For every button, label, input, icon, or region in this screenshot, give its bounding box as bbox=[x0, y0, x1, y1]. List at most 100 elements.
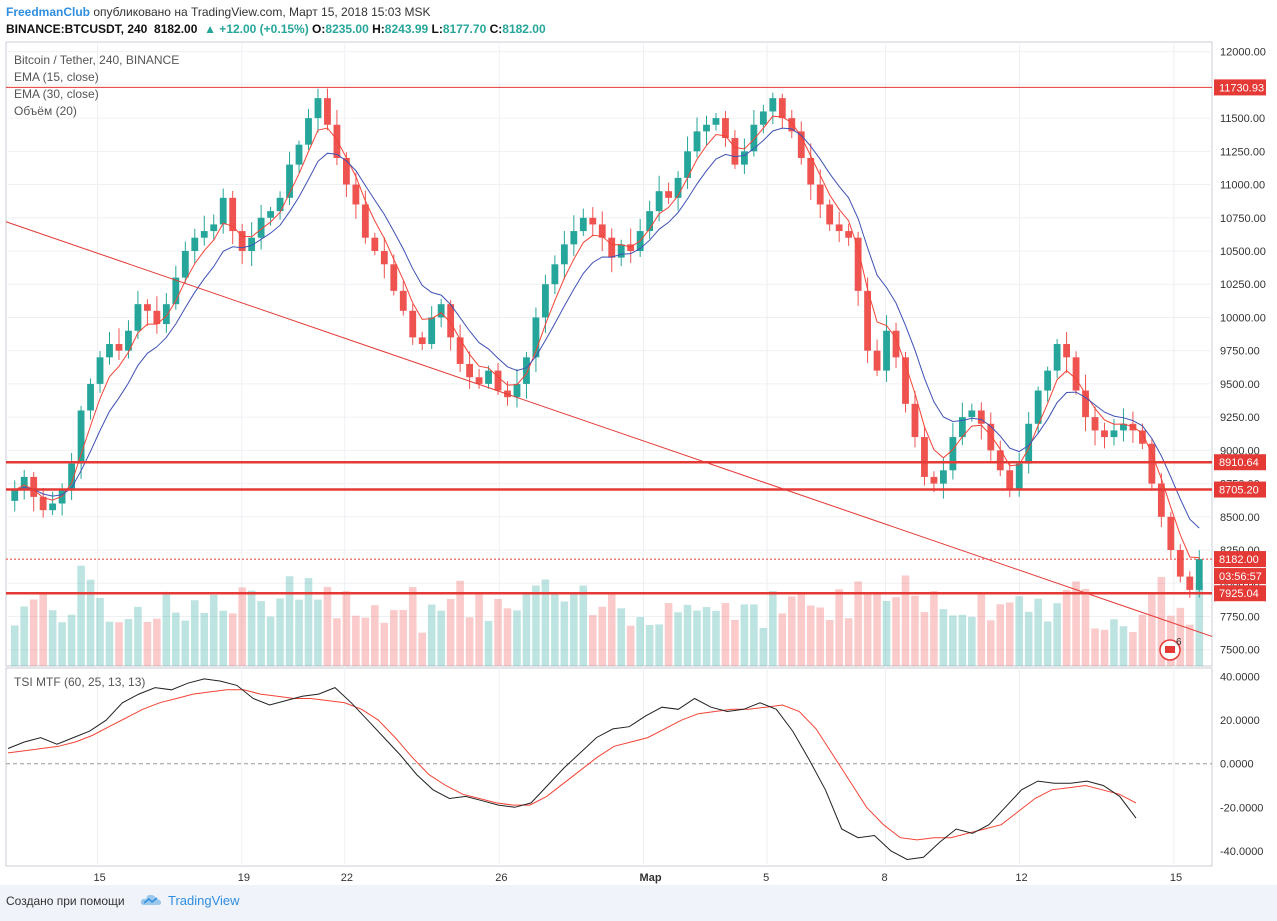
candle-body bbox=[96, 357, 104, 384]
candle-body bbox=[968, 410, 976, 418]
volume-bar bbox=[48, 610, 57, 666]
volume-bar bbox=[494, 598, 502, 666]
volume-bar bbox=[702, 607, 711, 666]
tsi-tick-label: 40.0000 bbox=[1220, 672, 1260, 684]
volume-bar bbox=[1015, 596, 1024, 666]
volume-bar bbox=[1129, 632, 1137, 666]
tsi-tick-label: 0.0000 bbox=[1220, 759, 1254, 771]
volume-bar bbox=[1024, 611, 1033, 666]
volume-bar bbox=[816, 607, 825, 666]
volume-bar bbox=[750, 604, 758, 666]
candle-body bbox=[238, 231, 246, 251]
volume-bar bbox=[1043, 621, 1052, 666]
candle-body bbox=[551, 264, 559, 285]
candle-body bbox=[778, 98, 786, 119]
candle-body bbox=[570, 231, 578, 245]
tsi-tick-label: -20.0000 bbox=[1220, 802, 1263, 814]
candle-body bbox=[807, 157, 815, 185]
price-change: ▲ +12.00 (+0.15%) bbox=[204, 22, 309, 36]
volume-bar bbox=[911, 595, 919, 666]
candle-body bbox=[864, 290, 872, 351]
candle-body bbox=[30, 476, 38, 497]
candle-body bbox=[892, 330, 900, 358]
volume-bar bbox=[446, 599, 455, 666]
volume-bar bbox=[475, 593, 483, 666]
legend-ema30: EMA (30, close) bbox=[14, 87, 99, 101]
candle-body bbox=[655, 191, 663, 212]
ema30-line bbox=[14, 127, 1200, 529]
candle-body bbox=[949, 437, 957, 471]
volume-bar bbox=[939, 609, 948, 666]
volume-bar bbox=[617, 608, 626, 666]
volume-bar bbox=[352, 615, 360, 666]
author-link[interactable]: FreedmanClub bbox=[6, 5, 91, 19]
candle-body bbox=[1176, 550, 1184, 577]
volume-bar bbox=[39, 594, 47, 666]
x-tick-label: 22 bbox=[341, 872, 353, 884]
candle-body bbox=[409, 310, 417, 338]
candle-body bbox=[437, 304, 445, 318]
candle-body bbox=[684, 151, 691, 178]
legend-volume: Объём (20) bbox=[14, 104, 77, 118]
candle-body bbox=[740, 151, 748, 165]
candle-body bbox=[1148, 443, 1156, 484]
countdown-bg bbox=[1214, 568, 1266, 585]
volume-bar bbox=[693, 610, 701, 666]
high-value: 8243.99 bbox=[384, 22, 429, 36]
candle-body bbox=[835, 224, 843, 232]
volume-bar bbox=[731, 619, 739, 666]
candle-body bbox=[115, 344, 123, 351]
volume-bar bbox=[96, 597, 104, 666]
volume-bar bbox=[1138, 614, 1147, 666]
footer: Создано при помощи TradingView bbox=[0, 885, 1277, 921]
ohlc-line: BINANCE:BTCUSDT, 240 8182.00 ▲ +12.00 (+… bbox=[6, 22, 546, 36]
volume-bar bbox=[797, 594, 806, 666]
candle-body bbox=[20, 476, 28, 491]
volume-bar bbox=[674, 612, 682, 666]
y-tick-label: 10500.00 bbox=[1220, 246, 1266, 258]
current-price-bg bbox=[1214, 551, 1266, 568]
tsi-tick-label: -40.0000 bbox=[1220, 846, 1263, 858]
legend-title: Bitcoin / Tether, 240, BINANCE bbox=[14, 53, 180, 67]
y-tick-label: 7750.00 bbox=[1220, 611, 1260, 623]
candle-body bbox=[456, 337, 464, 364]
candle-body bbox=[399, 290, 407, 311]
candle-body bbox=[750, 124, 758, 152]
volume-bar bbox=[1072, 581, 1080, 666]
candle-body bbox=[494, 370, 502, 391]
low-label: L: bbox=[431, 22, 443, 36]
candle-body bbox=[1044, 370, 1052, 391]
tsi-pane bbox=[5, 667, 1213, 867]
volume-bar bbox=[200, 612, 209, 666]
candle-body bbox=[447, 304, 455, 338]
candle-body bbox=[1006, 470, 1014, 491]
open-value: 8235.00 bbox=[325, 22, 369, 36]
volume-bar bbox=[29, 599, 38, 666]
volume-bar bbox=[134, 606, 142, 666]
volume-bar bbox=[968, 616, 976, 666]
high-label: H: bbox=[372, 22, 385, 36]
candle-body bbox=[646, 211, 654, 232]
candle-body bbox=[617, 244, 625, 258]
candle-body bbox=[788, 118, 796, 132]
volume-bar bbox=[285, 576, 294, 666]
candle-body bbox=[797, 131, 805, 158]
candle-body bbox=[589, 217, 597, 225]
legend-tsi: TSI MTF (60, 25, 13, 13) bbox=[14, 675, 146, 689]
volume-bar bbox=[598, 606, 607, 666]
last-price: 8182.00 bbox=[154, 22, 198, 36]
x-tick-label: Мар bbox=[639, 872, 661, 884]
volume-bar bbox=[295, 599, 303, 666]
volume-bar bbox=[769, 591, 777, 666]
price-chart[interactable]: 12000.0011750.0011500.0011250.0011000.00… bbox=[0, 0, 1277, 885]
candle-body bbox=[665, 191, 673, 198]
candle-body bbox=[87, 383, 94, 411]
volume-bar bbox=[825, 619, 834, 666]
volume-bar bbox=[873, 594, 881, 666]
candle-body bbox=[1091, 417, 1099, 431]
x-tick-label: 15 bbox=[1170, 872, 1182, 884]
candle-body bbox=[608, 237, 616, 258]
y-tick-label: 9750.00 bbox=[1220, 346, 1260, 358]
volume-bar bbox=[266, 616, 275, 666]
tradingview-link[interactable]: TradingView bbox=[140, 893, 240, 908]
